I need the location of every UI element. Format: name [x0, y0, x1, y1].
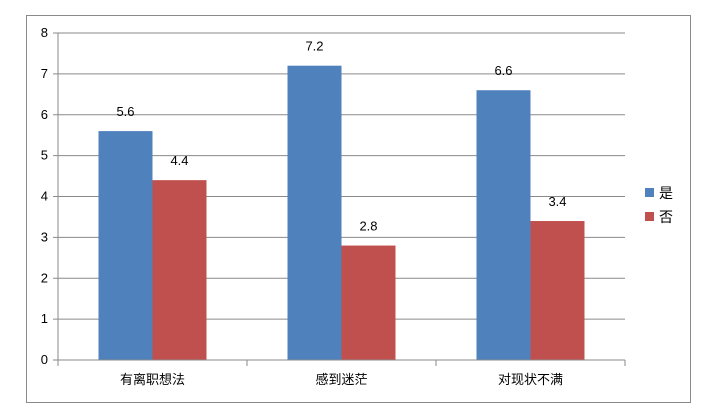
category-label: 感到迷茫 [315, 372, 367, 388]
category-label: 对现状不满 [498, 373, 563, 388]
bar-shi-0 [98, 131, 153, 360]
y-tick-label: 3 [41, 229, 48, 244]
bar-fou-2 [530, 221, 585, 360]
y-tick-label: 4 [41, 189, 48, 204]
y-tick-label: 5 [41, 148, 48, 163]
legend-swatch [645, 188, 654, 197]
y-tick-label: 7 [41, 66, 48, 81]
bar-shi-1 [287, 65, 342, 360]
data-label: 3.4 [548, 194, 566, 209]
y-tick-label: 2 [41, 270, 48, 285]
data-label: 6.6 [494, 63, 512, 78]
legend-swatch [645, 212, 654, 221]
data-label: 4.4 [170, 153, 188, 168]
data-label: 2.8 [359, 219, 377, 234]
data-label: 5.6 [116, 104, 134, 119]
y-axis-ticks: 0 1 2 3 4 5 6 7 8 [41, 25, 58, 367]
data-label: 7.2 [305, 39, 323, 54]
y-tick-label: 0 [41, 352, 48, 367]
y-tick-label: 6 [41, 107, 48, 122]
legend-label: 是 [659, 186, 673, 202]
axes [57, 33, 626, 366]
bar-fou-1 [341, 245, 396, 360]
data-labels: 5.6 7.2 6.6 4.4 2.8 3.4 [116, 39, 566, 234]
y-tick-label: 8 [41, 25, 48, 40]
category-label: 有离职想法 [120, 372, 185, 388]
y-tick-label: 1 [41, 311, 48, 326]
bars [98, 65, 585, 360]
legend: 是否 [645, 186, 673, 226]
legend-label: 否 [659, 210, 673, 226]
x-axis-categories: 有离职想法 感到迷茫 对现状不满 [120, 372, 563, 388]
bar-shi-2 [476, 90, 531, 360]
bar-fou-0 [152, 180, 207, 360]
